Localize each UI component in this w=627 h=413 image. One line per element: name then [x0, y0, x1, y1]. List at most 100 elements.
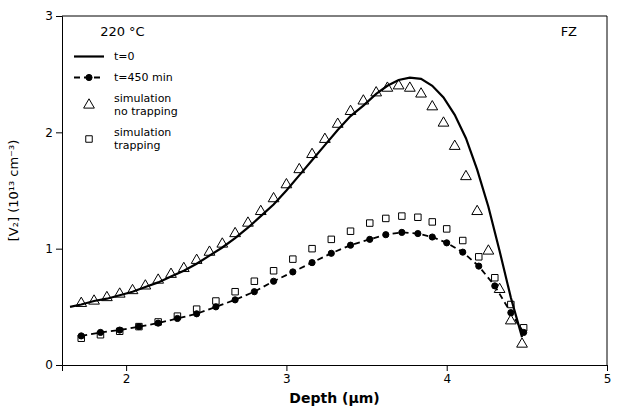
tick-label: 0	[45, 358, 53, 372]
tick-mark	[56, 365, 62, 366]
marker	[492, 275, 498, 281]
tick: 4	[443, 365, 451, 386]
x-axis-title: Depth (μm)	[289, 390, 379, 406]
series	[78, 229, 527, 339]
y-axis: 0 1 2 3	[45, 9, 62, 372]
marker	[232, 288, 238, 294]
marker	[438, 117, 449, 126]
legend-swatch	[86, 136, 92, 142]
marker	[251, 278, 257, 284]
tick: 3	[283, 365, 291, 386]
axis-line	[63, 366, 608, 372]
marker	[328, 236, 334, 242]
legend-label: t=0	[114, 50, 135, 63]
tick-label: 2	[123, 372, 131, 386]
line	[70, 78, 522, 337]
legend-item: simulationno trapping	[84, 92, 178, 118]
marker	[383, 232, 389, 238]
marker	[508, 310, 514, 316]
tick: 3	[45, 9, 62, 23]
tick: 2	[45, 126, 62, 140]
x-axis: 2 3 4 5	[63, 365, 612, 386]
legend-label: simulationno trapping	[114, 92, 178, 118]
marker	[383, 215, 389, 221]
annotation: 220 °C	[100, 24, 145, 39]
legend: t=0 t=450 min simulationno trapping simulat…	[74, 50, 178, 152]
chart: 2 3 4 5 0 1 2 3 220 °C FZ t=0 t=450 min simulationno…	[0, 0, 627, 413]
tick-mark	[286, 365, 287, 371]
line	[81, 232, 523, 336]
marker	[476, 263, 482, 269]
marker	[174, 315, 180, 321]
marker	[251, 289, 257, 295]
tick-label: 4	[443, 372, 451, 386]
legend-item: t=450 min	[74, 71, 173, 84]
series	[76, 80, 528, 348]
plot: 2 3 4 5 0 1 2 3 220 °C FZ t=0 t=450 min simulationno…	[45, 9, 611, 385]
axis-line	[56, 17, 63, 366]
marker	[460, 249, 466, 255]
legend-item: simulationtrapping	[86, 126, 172, 152]
tick-label: 3	[283, 372, 291, 386]
marker	[472, 205, 483, 214]
marker	[347, 242, 353, 248]
marker	[444, 240, 450, 246]
marker	[213, 304, 219, 310]
marker	[78, 333, 84, 339]
tick-mark	[126, 365, 127, 371]
marker	[270, 278, 276, 284]
tick: 1	[45, 242, 62, 256]
tick-label: 3	[45, 9, 53, 23]
marker	[483, 245, 494, 254]
marker	[328, 250, 334, 256]
frame	[607, 16, 608, 365]
legend-swatch	[84, 99, 95, 108]
marker	[461, 170, 472, 179]
tick: 0	[45, 358, 62, 372]
tick-mark	[56, 249, 62, 250]
marker	[476, 254, 482, 260]
marker	[309, 260, 315, 266]
marker	[155, 320, 161, 326]
marker	[459, 237, 465, 243]
y-axis-title: [V₂] (10¹³ cm⁻³)	[6, 140, 21, 242]
marker	[449, 140, 460, 149]
marker	[270, 268, 276, 274]
marker	[117, 327, 123, 333]
series	[78, 213, 527, 342]
legend-swatch	[86, 74, 92, 80]
marker	[136, 324, 142, 330]
annotation: FZ	[561, 24, 577, 39]
marker	[367, 236, 373, 242]
marker	[429, 234, 435, 240]
tick: 5	[604, 365, 612, 386]
marker	[399, 229, 405, 235]
tick: 2	[123, 365, 131, 386]
marker	[97, 329, 103, 335]
tick-mark	[447, 365, 448, 371]
marker	[309, 245, 315, 251]
tick-label: 5	[604, 372, 612, 386]
marker	[415, 230, 421, 236]
marker	[416, 88, 427, 97]
marker	[415, 214, 421, 220]
tick-mark	[607, 365, 608, 371]
frame	[62, 16, 607, 17]
tick-label: 1	[45, 242, 53, 256]
tick-mark	[56, 132, 62, 133]
tick-mark	[56, 16, 62, 17]
marker	[492, 283, 498, 289]
legend-label: t=450 min	[114, 71, 173, 84]
marker	[404, 82, 415, 91]
marker	[517, 338, 528, 347]
tick-label: 2	[45, 126, 53, 140]
marker	[290, 256, 296, 262]
marker	[429, 219, 435, 225]
marker	[367, 220, 373, 226]
marks	[70, 78, 527, 348]
marker	[290, 269, 296, 275]
legend-label: simulationtrapping	[114, 126, 171, 152]
legend-swatch	[74, 55, 104, 57]
marker	[232, 297, 238, 303]
annotations: 220 °C FZ	[100, 24, 577, 39]
